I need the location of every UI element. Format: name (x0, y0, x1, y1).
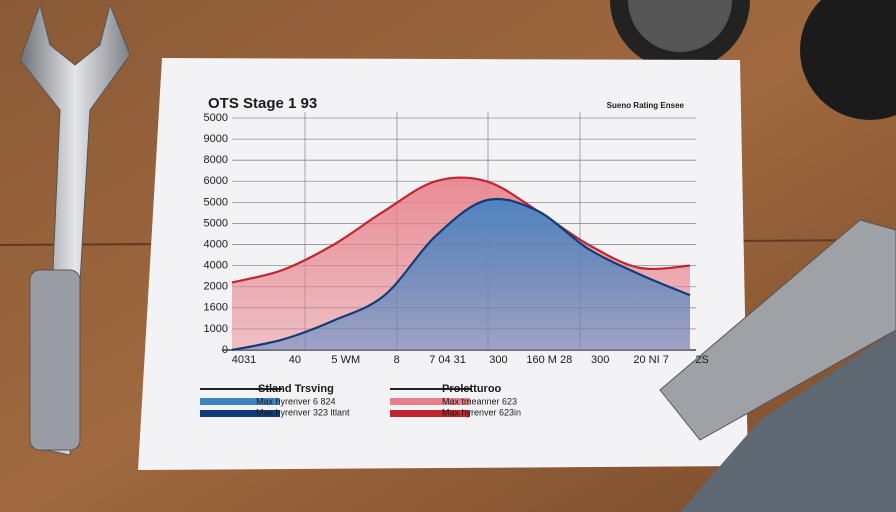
x-tick-label: 160 M 28 (526, 354, 572, 366)
legend-note: Max tmeanner 623 (442, 396, 517, 406)
y-tick-label: 1600 (204, 302, 228, 314)
legend-swatch (200, 410, 280, 417)
series-line (231, 176, 691, 284)
chart-subtitle: Sueno Rating Ensee (607, 101, 685, 110)
y-tick-label: 9000 (204, 133, 228, 145)
x-tick-label: 7 04 31 (429, 354, 466, 366)
wrench (19, 3, 131, 456)
y-tick-label: 6000 (204, 175, 228, 187)
plot: 0100016002000400040005000500060008000900… (200, 112, 709, 417)
legend-label: Proletturoo (442, 383, 502, 395)
legend-swatch (390, 410, 470, 417)
series-line (231, 197, 691, 352)
chart-title: OTS Stage 1 93 (208, 95, 317, 112)
legend-swatch (390, 398, 470, 405)
x-tick-label: 20 NI 7 (633, 354, 668, 366)
object (800, 0, 896, 120)
y-tick-label: 5000 (204, 196, 228, 208)
feeler-gauge (659, 219, 896, 441)
x-tick-label: 5 WM (331, 354, 360, 366)
cloth (680, 330, 896, 512)
legend-note: Max hyrenver 6 824 (256, 396, 336, 406)
legend-swatch (200, 398, 280, 405)
x-tick-label: 40 (289, 354, 301, 366)
x-tick-label: 2S (695, 354, 708, 366)
area-fill (232, 198, 690, 350)
y-tick-label: 4000 (204, 238, 228, 250)
legend-label: Stland Trsving (258, 383, 334, 395)
x-tick-label: 300 (489, 354, 507, 366)
y-tick-label: 5000 (204, 217, 228, 229)
y-tick-label: 1000 (204, 323, 228, 335)
gauge-face (628, 0, 732, 52)
y-tick-label: 8000 (204, 154, 228, 166)
legend-note: Max hyrenver 623in (442, 407, 521, 417)
legend-note: Max hyrenver 323 ltlant (256, 407, 350, 417)
x-tick-label: 300 (591, 354, 609, 366)
x-tick-label: 4031 (232, 354, 256, 366)
y-tick-label: 5000 (204, 112, 228, 124)
y-tick-label: 4000 (204, 260, 228, 272)
x-tick-label: 8 (394, 354, 400, 366)
y-tick-label: 2000 (204, 281, 228, 293)
